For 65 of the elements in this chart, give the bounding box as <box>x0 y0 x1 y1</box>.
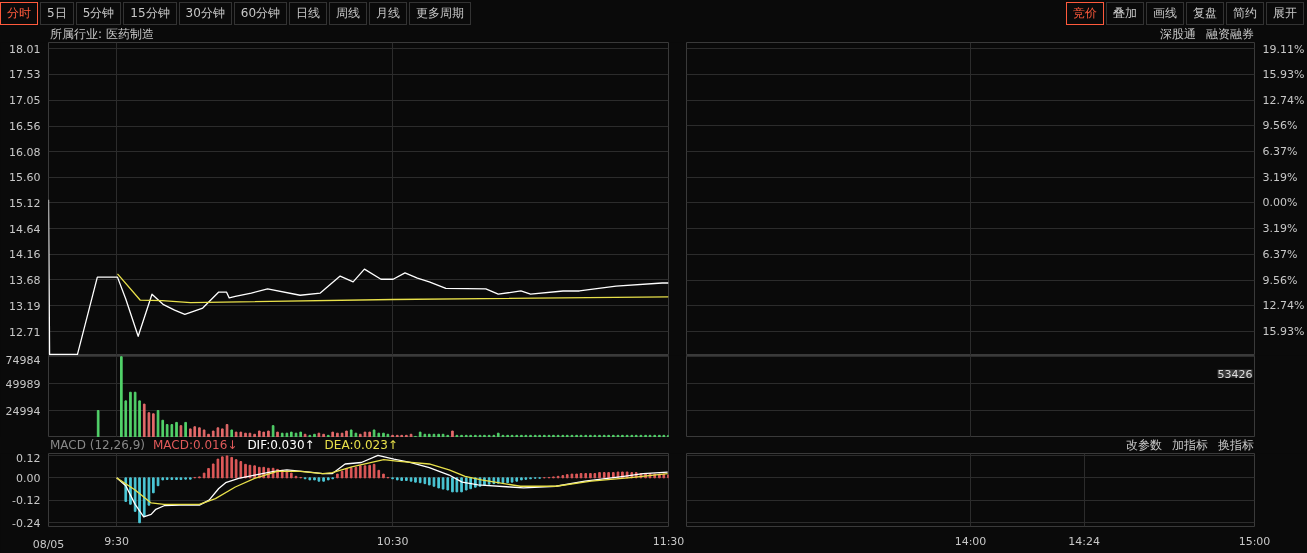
text: 60分钟 <box>233 2 288 26</box>
x-tick-label: 9:30 <box>104 534 130 548</box>
text: 30分钟 <box>178 2 232 26</box>
text: 5分钟 <box>75 2 122 26</box>
series-label: DIF:0.030↑ <box>247 438 315 452</box>
text: 竞价 <box>1066 2 1104 26</box>
y-tick-label: 13.19 <box>9 299 41 313</box>
chart-subtitle: 所属行业: 医药制造 <box>50 27 154 41</box>
y-tick-label: 12.74% <box>1262 93 1305 107</box>
series-label: DEA:0.023↑ <box>324 438 398 452</box>
x-tick-label: 10:30 <box>376 534 409 548</box>
y-tick-label: 17.53 <box>9 68 41 82</box>
y-tick-label: 15.93% <box>1262 68 1305 82</box>
chart-title: MACD (12,26,9) <box>50 438 145 452</box>
y-tick-label: 15.93% <box>1262 324 1305 338</box>
y-tick-label: 12.71 <box>9 325 41 339</box>
text: 复盘 <box>1186 2 1224 26</box>
y-tick-label: 15.12 <box>9 197 41 210</box>
y-tick-label: 6.37% <box>1262 145 1298 159</box>
x-tick-label: 15:00 <box>1238 534 1271 548</box>
text: 更多周期 <box>409 2 472 26</box>
y-tick-label: 16.56 <box>9 120 41 134</box>
y-tick-label: 15.60 <box>9 171 41 185</box>
series-label: MACD:0.016↓ <box>152 438 238 452</box>
y-tick-label: 9.56% <box>1262 119 1298 133</box>
y-tick-label: 14.64 <box>9 222 41 236</box>
text: 日线 <box>289 2 328 26</box>
text: 展开 <box>1266 2 1304 26</box>
text: 15分钟 <box>123 2 177 26</box>
y-tick-label: 16.08 <box>9 145 41 159</box>
text: 周线 <box>329 2 368 26</box>
y-tick-label: 6.37% <box>1262 247 1298 261</box>
y-tick-label: 49989 <box>5 377 41 391</box>
y-tick-label: 19.11% <box>1262 42 1305 56</box>
text: 深股通 <box>1160 27 1196 41</box>
x-axis-title: 08/05 <box>32 537 65 551</box>
text: 改参数 <box>1126 438 1162 452</box>
y-tick-label: 3.19% <box>1262 170 1298 184</box>
y-tick-label: -0.12 <box>12 494 41 508</box>
y-tick-label: 13.68 <box>9 273 41 287</box>
text: 换指标 <box>1218 438 1254 452</box>
y-tick-label: 0.00 <box>16 471 41 485</box>
annotation: 53426 <box>1217 367 1253 381</box>
y-tick-label: 12.74% <box>1262 299 1305 313</box>
x-tick-label: 11:30 <box>652 534 685 548</box>
text: 月线 <box>369 2 408 26</box>
text: 画线 <box>1146 2 1184 26</box>
y-tick-label: 9.56% <box>1262 273 1298 287</box>
text: 5日 <box>40 2 74 26</box>
y-tick-label: 0.12 <box>16 451 41 465</box>
y-tick-label: -0.24 <box>12 516 41 530</box>
x-tick-label: 14:24 <box>1068 534 1100 548</box>
y-tick-label: 14.16 <box>9 248 41 262</box>
text: 融资融券 <box>1206 27 1254 41</box>
y-tick-label: 74984 <box>5 353 41 367</box>
y-tick-label: 0.00% <box>1262 196 1298 210</box>
text: 简约 <box>1226 2 1264 26</box>
text: 加指标 <box>1172 438 1208 452</box>
x-tick-label: 14:00 <box>954 534 987 548</box>
y-tick-label: 24994 <box>5 404 41 418</box>
text: 叠加 <box>1106 2 1144 26</box>
y-tick-label: 17.05 <box>9 94 41 108</box>
y-tick-label: 3.19% <box>1262 222 1298 236</box>
y-tick-label: 18.01 <box>9 42 41 56</box>
text: 分时 <box>0 2 38 26</box>
